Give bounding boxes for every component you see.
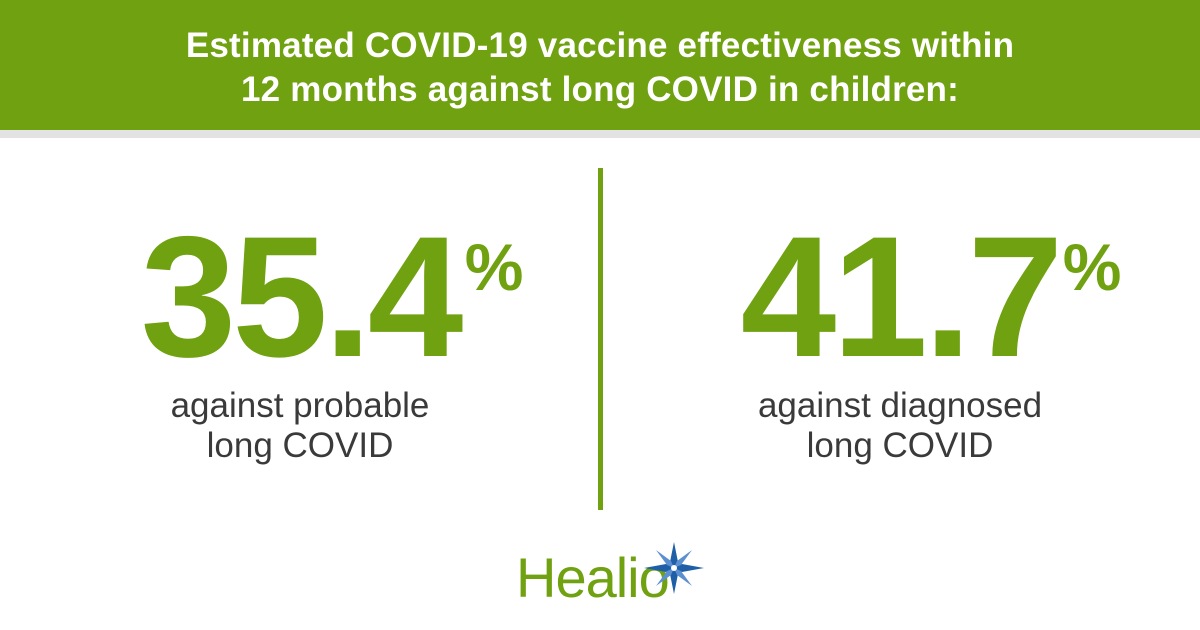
header-title-line-2: 12 months against long COVID in children… [241, 70, 959, 109]
stat-description-line-1: against diagnosed [757, 386, 1043, 425]
vertical-divider [598, 168, 603, 510]
stat-description: against probable long COVID [0, 386, 600, 466]
stat-percent-sign: % [464, 230, 524, 304]
stat-percent-sign: % [1062, 230, 1122, 304]
star-burst-icon [644, 542, 704, 594]
stat-diagnosed-long-covid: 41.7 % against diagnosed long COVID [600, 211, 1200, 466]
stat-value-wrap: 35.4 % [141, 211, 524, 383]
header-banner: Estimated COVID-19 vaccine effectiveness… [0, 0, 1200, 130]
header-title-line-1: Estimated COVID-19 vaccine effectiveness… [185, 26, 1015, 65]
header-shadow [0, 130, 1200, 138]
logo-wordmark: Healio [516, 546, 670, 609]
stat-value: 35.4 [140, 201, 464, 393]
stat-value-wrap: 41.7 % [741, 211, 1122, 383]
stat-probable-long-covid: 35.4 % against probable long COVID [0, 211, 600, 466]
stat-value: 41.7 [740, 201, 1064, 393]
stat-description-line-2: long COVID [806, 426, 994, 465]
stat-description-line-2: long COVID [206, 426, 394, 465]
stat-description-line-1: against probable [170, 386, 430, 425]
healio-logo: Healio [500, 540, 730, 610]
stat-description: against diagnosed long COVID [600, 386, 1200, 466]
